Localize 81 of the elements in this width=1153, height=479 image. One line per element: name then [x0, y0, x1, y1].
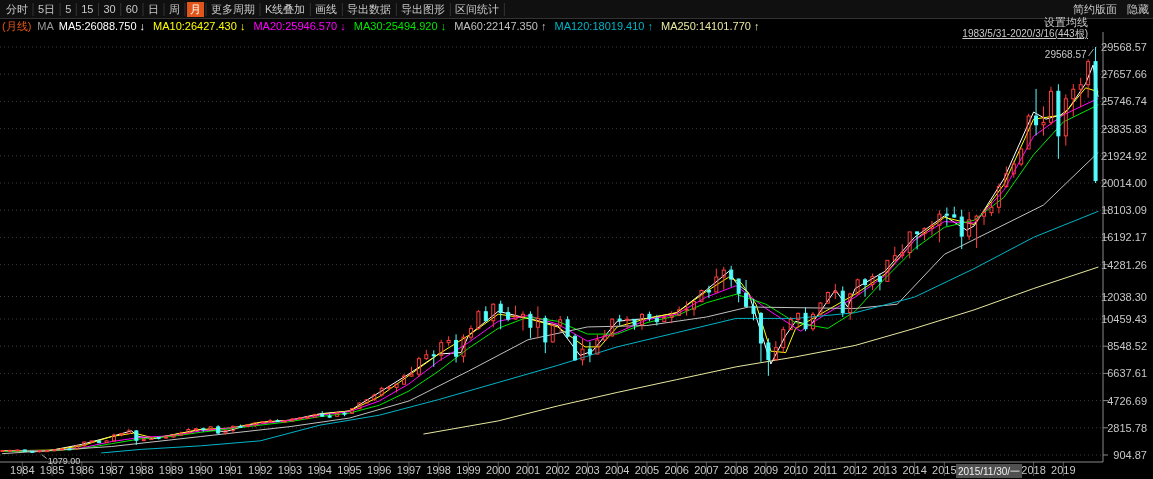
text: 区间统计 [455, 3, 500, 15]
x-tick-label: 1987 [99, 464, 124, 476]
text: 更多周期 [211, 3, 255, 15]
x-tick-label: 1993 [277, 464, 303, 476]
x-tick-label: 1996 [366, 464, 392, 476]
text: MA30:25494.920 ↓ [353, 20, 447, 32]
x-tick-label: 2005 [634, 464, 660, 476]
x-tick-label: 2002 [545, 464, 570, 476]
x-tick-label: 1994 [307, 464, 332, 476]
y-tick-label: 2815.78 [1107, 421, 1147, 434]
y-tick-label: 16192.17 [1101, 231, 1147, 244]
annotation: 1079.00 [47, 455, 81, 466]
text: 周 [169, 3, 180, 15]
x-tick-label: 2012 [842, 464, 868, 476]
y-tick-label: 29568.57 [1101, 40, 1147, 53]
y-tick-label: 23835.83 [1101, 122, 1147, 135]
text: MA60:22147.350 ↑ [454, 20, 547, 32]
x-tick-label: 1992 [248, 464, 273, 476]
y-tick-label: 6637.61 [1107, 367, 1147, 380]
y-tick-label: 12038.30 [1101, 290, 1147, 303]
x-tick-label: 2000 [485, 464, 511, 476]
x-tick-label: 1991 [218, 464, 243, 476]
y-tick-label: 21924.92 [1101, 149, 1147, 162]
chart-title: (月线) [2, 20, 32, 32]
y-tick-label: 27657.66 [1101, 68, 1147, 81]
y-tick-label: 20014.00 [1101, 177, 1147, 189]
x-tick-label: 2006 [664, 464, 689, 476]
text: 月 [190, 3, 201, 15]
x-tick-label: 1998 [426, 464, 451, 476]
text: 日 [148, 3, 159, 15]
text: 导出数据 [347, 3, 392, 15]
text: 导出图形 [401, 3, 446, 15]
x-tick-label: 1990 [188, 464, 214, 476]
y-tick-label: 14281.26 [1101, 258, 1147, 271]
x-tick-label: 1985 [39, 464, 65, 476]
x-tick-label: 1997 [396, 464, 422, 476]
text: K线叠加 [265, 3, 306, 15]
x-tick-label: 2018 [1021, 464, 1046, 476]
text: MA10:26427.430 ↓ [153, 20, 246, 32]
text: 简约版面 [1073, 3, 1117, 15]
text: 60 [125, 3, 138, 15]
x-tick-label: 2019 [1051, 464, 1076, 476]
text: 5 [65, 3, 72, 15]
text: 15 [81, 3, 94, 15]
annotation: 1983/5/31-2020/3/16(443根) [962, 28, 1088, 39]
text: 设置均线 [1044, 16, 1088, 28]
text: MA250:14101.770 ↑ [660, 20, 760, 32]
x-tick-label: 1995 [337, 464, 362, 476]
y-tick-label: 4726.69 [1107, 394, 1147, 407]
y-tick-label: 18103.09 [1101, 204, 1147, 217]
legend-title: MA [37, 20, 55, 32]
text: 5日 [38, 3, 56, 15]
x-tick-label: 2014 [902, 464, 927, 476]
text: 2015/11/30/一 [958, 466, 1021, 477]
x-tick-label: 2009 [753, 464, 779, 476]
y-tick-label: 904.87 [1113, 449, 1147, 461]
x-tick-label: 1988 [129, 464, 154, 476]
x-tick-label: 2008 [723, 464, 749, 476]
x-tick-label: 2015 [932, 464, 957, 476]
text: 分时 [6, 3, 28, 15]
text: MA20:25946.570 ↓ [253, 20, 346, 32]
text: 30 [103, 3, 116, 15]
text: MA120:18019.410 ↑ [554, 20, 653, 32]
x-tick-label: 2007 [694, 464, 719, 476]
x-tick-label: 1986 [69, 464, 95, 476]
text: MA5:26088.750 ↓ [58, 20, 146, 32]
y-tick-label: 8548.52 [1107, 340, 1147, 353]
x-tick-label: 2013 [872, 464, 898, 476]
x-tick-label: 1989 [158, 464, 184, 476]
x-tick-label: 2001 [515, 464, 541, 476]
y-tick-label: 10459.43 [1101, 313, 1147, 325]
x-tick-label: 2003 [575, 464, 600, 476]
x-tick-label: 1999 [456, 464, 481, 476]
annotation: 29568.57 [1044, 48, 1087, 60]
text: 画线 [315, 3, 338, 15]
x-tick-label: 2011 [813, 464, 838, 476]
x-tick-label: 2010 [783, 464, 808, 476]
x-tick-label: 2004 [604, 464, 630, 476]
x-tick-label: 1984 [10, 464, 35, 476]
text: 隐藏 [1127, 3, 1149, 15]
y-tick-label: 25746.74 [1101, 95, 1147, 108]
